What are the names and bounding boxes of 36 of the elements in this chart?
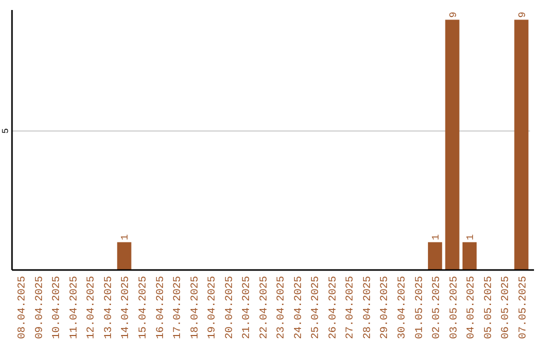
x-tick-label: 18.04.2025 (189, 276, 202, 340)
x-tick-label: 20.04.2025 (224, 276, 236, 340)
x-tick-label: 25.04.2025 (310, 276, 322, 340)
x-tick-label: 16.04.2025 (154, 276, 167, 340)
x-tick-label: 09.04.2025 (34, 276, 46, 340)
data-label: 1 (432, 234, 443, 240)
data-label: 9 (518, 12, 529, 18)
x-tick-label: 02.05.2025 (431, 276, 444, 340)
x-tick-label: 26.04.2025 (327, 276, 340, 340)
x-tick-label: 08.04.2025 (16, 276, 29, 340)
x-tick-label: 13.04.2025 (102, 276, 115, 340)
x-tick-label: 05.05.2025 (482, 276, 495, 340)
x-tick-label: 12.04.2025 (86, 276, 98, 340)
x-tick-label: 06.05.2025 (500, 276, 512, 340)
x-tick-label: 14.04.2025 (120, 276, 132, 340)
y-tick-label: 5 (1, 128, 11, 134)
data-label: 1 (466, 234, 478, 240)
x-tick-label: 21.04.2025 (241, 276, 254, 340)
x-tick-label: 27.04.2025 (344, 276, 357, 340)
data-label: 9 (448, 12, 460, 18)
x-tick-label: 19.04.2025 (206, 276, 219, 340)
x-tick-label: 29.04.2025 (379, 276, 392, 340)
x-tick-label: 17.04.2025 (172, 276, 184, 340)
x-tick-label: 01.05.2025 (414, 276, 426, 340)
x-tick-label: 07.05.2025 (517, 276, 530, 340)
x-tick-label: 24.04.2025 (292, 276, 305, 340)
x-tick-label: 11.04.2025 (68, 276, 80, 340)
data-label: 1 (120, 234, 132, 240)
x-tick-label: 22.04.2025 (258, 276, 270, 340)
x-tick-label: 04.05.2025 (466, 276, 478, 340)
x-tick-label: 23.04.2025 (276, 276, 288, 340)
x-tick-label: 28.04.2025 (362, 276, 374, 340)
x-tick-label: 03.05.2025 (448, 276, 460, 340)
x-tick-label: 15.04.2025 (138, 276, 150, 340)
x-tick-label: 30.04.2025 (396, 276, 408, 340)
x-tick-label: 10.04.2025 (51, 276, 64, 340)
